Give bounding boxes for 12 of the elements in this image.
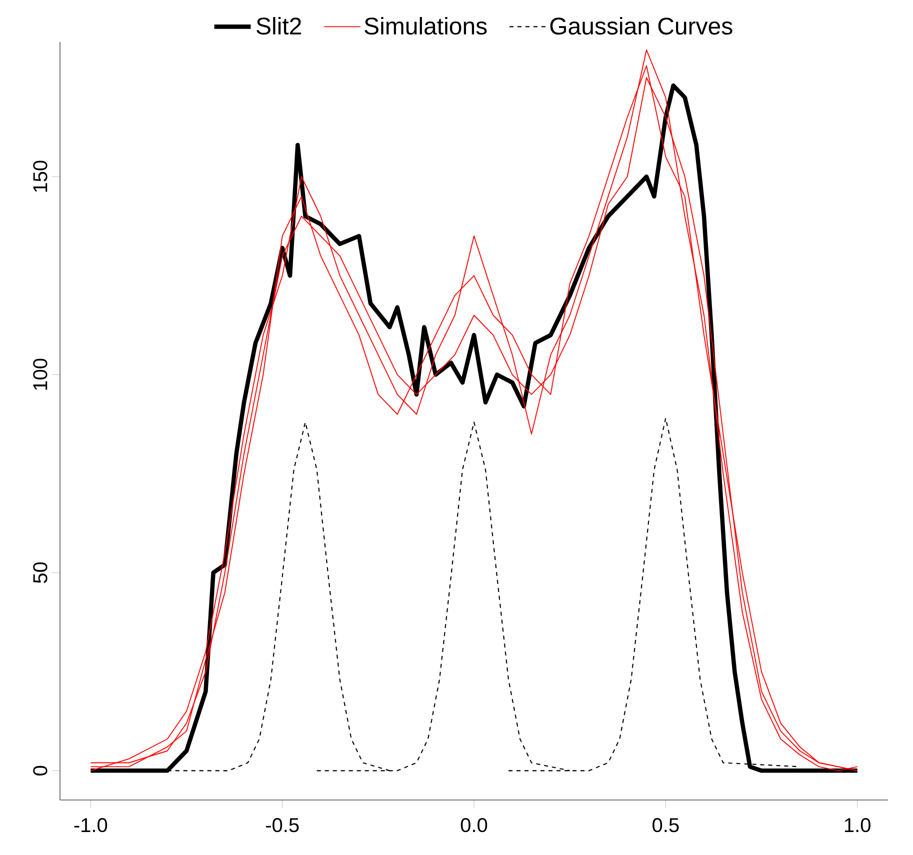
- legend-label: Slit2: [256, 16, 301, 35]
- y-tick-label: 150: [33, 160, 48, 192]
- legend-label: Simulations: [364, 16, 487, 35]
- x-tick-label: 0.5: [652, 818, 679, 832]
- y-tick-label: 100: [33, 358, 48, 390]
- y-tick-label: 0: [33, 766, 48, 776]
- y-tick-label: 50: [33, 562, 48, 583]
- x-tick-label: -0.5: [266, 818, 299, 832]
- x-tick-label: -1.0: [74, 818, 108, 832]
- x-tick-label: 1.0: [844, 818, 870, 832]
- legend-label: Gaussian Curves: [550, 16, 732, 35]
- x-tick-label: 0.0: [460, 818, 488, 832]
